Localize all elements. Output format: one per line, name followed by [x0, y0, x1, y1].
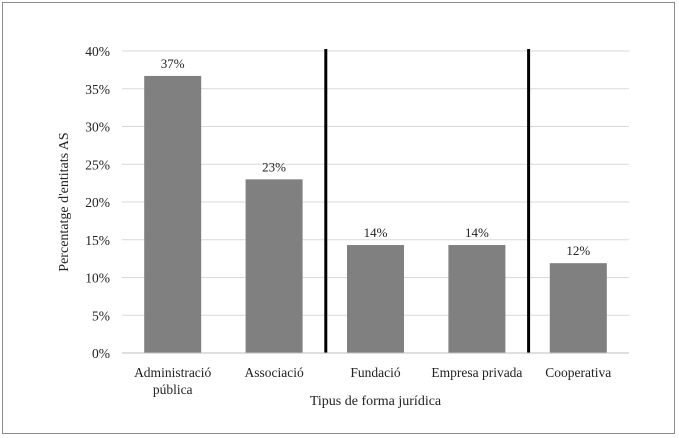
bar	[347, 245, 404, 353]
data-label: 14%	[465, 225, 489, 240]
gridlines	[122, 50, 629, 316]
chart-frame	[2, 2, 675, 434]
x-tick-label: Empresa privada	[431, 365, 522, 380]
y-axis-title: Percentatge d'entitats AS	[57, 132, 72, 271]
x-tick-label: Administració	[134, 365, 211, 380]
data-labels: 37% 23% 14% 14% 12%	[161, 56, 591, 258]
bars	[144, 75, 607, 353]
group-separators	[324, 49, 531, 353]
x-tick-label: pública	[153, 382, 193, 397]
y-tick-label: 5%	[92, 308, 110, 323]
data-label: 14%	[364, 225, 388, 240]
data-label: 12%	[566, 243, 590, 258]
y-axis-ticks: 0% 5% 10% 15% 20% 25% 30% 35% 40%	[85, 44, 110, 361]
y-tick-label: 20%	[85, 195, 110, 210]
bar	[245, 179, 303, 353]
x-tick-label: Associació	[244, 365, 303, 380]
y-tick-label: 30%	[85, 120, 110, 135]
bar	[144, 75, 202, 353]
x-tick-label: Cooperativa	[545, 365, 611, 380]
data-label: 23%	[262, 159, 286, 174]
y-tick-label: 0%	[92, 346, 110, 361]
y-tick-label: 40%	[85, 44, 110, 59]
x-axis-ticks: Administració pública Associació Fundació Em…	[134, 365, 611, 397]
bar	[549, 263, 607, 353]
y-tick-label: 15%	[85, 233, 110, 248]
y-tick-label: 25%	[85, 157, 110, 172]
y-tick-label: 10%	[85, 271, 110, 286]
data-label: 37%	[161, 56, 185, 71]
x-axis-title: Tipus de forma jurídica	[310, 394, 442, 409]
x-tick-label: Fundació	[350, 365, 400, 380]
bar	[448, 245, 506, 353]
y-tick-label: 35%	[85, 82, 110, 97]
